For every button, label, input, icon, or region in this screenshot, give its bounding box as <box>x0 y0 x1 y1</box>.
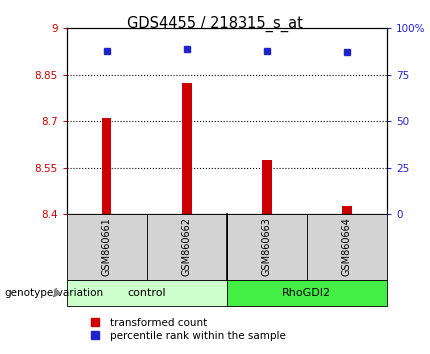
Legend: transformed count, percentile rank within the sample: transformed count, percentile rank withi… <box>80 314 290 345</box>
Bar <box>262 160 272 214</box>
Bar <box>147 214 227 280</box>
Text: GSM860661: GSM860661 <box>101 217 112 276</box>
Text: GSM860663: GSM860663 <box>262 217 272 276</box>
Text: GDS4455 / 218315_s_at: GDS4455 / 218315_s_at <box>127 16 303 32</box>
Text: ▶: ▶ <box>54 288 62 298</box>
Bar <box>67 214 147 280</box>
Bar <box>307 214 387 280</box>
Bar <box>342 206 352 214</box>
Text: GSM860664: GSM860664 <box>342 217 352 276</box>
Text: control: control <box>127 288 166 298</box>
Bar <box>102 118 111 214</box>
Text: GSM860662: GSM860662 <box>182 217 192 276</box>
Text: genotype/variation: genotype/variation <box>4 288 104 298</box>
Text: RhoGDI2: RhoGDI2 <box>283 288 332 298</box>
Bar <box>227 280 387 306</box>
Bar <box>182 82 192 214</box>
Bar <box>67 280 227 306</box>
Bar <box>227 214 307 280</box>
